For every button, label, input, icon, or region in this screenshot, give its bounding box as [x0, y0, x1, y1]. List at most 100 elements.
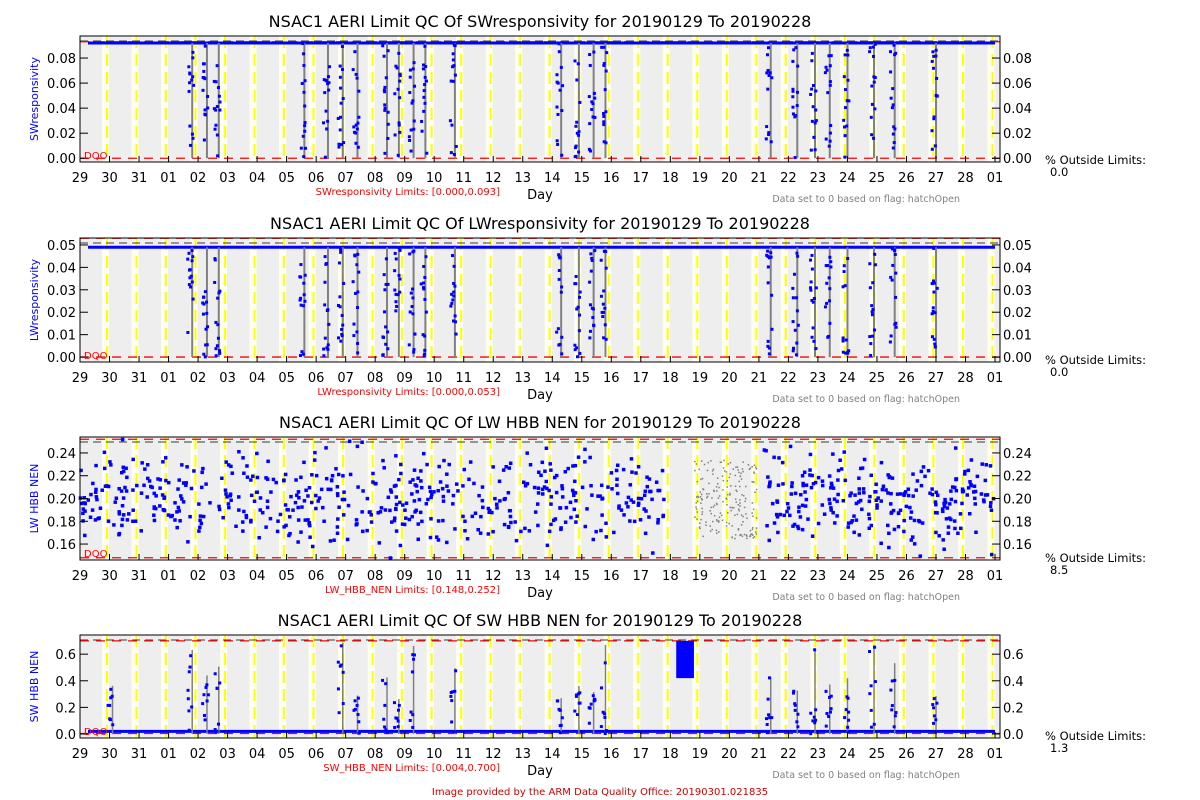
x-tick-label: 31: [131, 569, 148, 584]
night-band: [810, 238, 818, 362]
data-point: [575, 355, 579, 359]
flagged-data: [726, 503, 728, 506]
data-point: [208, 501, 212, 505]
data-point: [812, 715, 816, 719]
data-point: [859, 466, 863, 471]
flagged-data: [694, 516, 696, 518]
flagged-data: [698, 526, 701, 528]
data-point: [578, 313, 582, 317]
data-point: [769, 255, 773, 259]
flagged-data: [722, 467, 725, 469]
data-point: [265, 499, 270, 503]
data-point: [869, 684, 873, 688]
x-tick-label: 20: [721, 569, 738, 584]
x-tick-label: 18: [662, 171, 679, 186]
data-point: [556, 142, 560, 146]
data-point: [360, 440, 364, 445]
data-point: [781, 482, 785, 486]
flagged-data: [752, 508, 755, 511]
data-point: [213, 257, 217, 261]
data-point: [871, 281, 875, 285]
data-point: [121, 513, 126, 517]
data-point: [601, 315, 605, 319]
data-point: [386, 110, 390, 114]
data-point: [768, 716, 772, 720]
data-point: [260, 510, 265, 515]
data-point: [573, 282, 577, 286]
data-point: [557, 253, 561, 257]
data-point: [576, 692, 580, 696]
data-point: [436, 519, 441, 523]
data-point: [216, 336, 220, 340]
data-point: [890, 708, 894, 712]
data-point: [879, 460, 884, 465]
data-point: [323, 336, 327, 340]
data-point: [461, 484, 465, 488]
y-tick-label-right: 0.20: [1003, 493, 1032, 508]
data-point: [854, 518, 859, 522]
data-point: [188, 514, 192, 519]
data-point: [560, 109, 564, 113]
data-point: [124, 466, 128, 471]
data-point: [355, 127, 359, 131]
data-point: [423, 348, 427, 352]
data-point: [590, 258, 594, 262]
data-point: [868, 46, 872, 50]
data-point: [192, 469, 196, 473]
data-point: [766, 87, 770, 91]
x-tick-label: 11: [455, 747, 472, 762]
flagged-data: [753, 464, 756, 467]
data-point: [296, 540, 300, 544]
data-point: [420, 129, 424, 133]
data-point: [789, 492, 794, 496]
flagged-data: [741, 468, 744, 470]
data-point: [934, 718, 938, 722]
data-point: [765, 125, 769, 129]
x-tick-label: 23: [810, 569, 827, 584]
night-band: [456, 437, 464, 560]
data-point: [909, 538, 914, 542]
data-point: [794, 46, 798, 50]
data-point: [201, 702, 205, 706]
data-point: [829, 123, 833, 127]
data-point: [829, 486, 833, 490]
flagged-data: [696, 480, 699, 483]
data-point: [422, 63, 426, 67]
data-point: [604, 729, 608, 733]
data-point: [468, 460, 473, 464]
data-point: [488, 508, 492, 513]
data-point: [811, 83, 815, 87]
data-point: [791, 286, 795, 290]
data-point: [893, 248, 897, 252]
flagged-data: [712, 520, 714, 523]
data-point: [441, 499, 446, 503]
data-point: [323, 303, 327, 307]
data-point: [206, 95, 210, 99]
data-point: [354, 291, 358, 295]
data-point: [188, 276, 192, 280]
night-band: [308, 437, 316, 560]
data-point: [449, 691, 453, 695]
data-point: [950, 485, 955, 489]
flagged-data: [708, 482, 710, 485]
data-point: [383, 103, 387, 107]
night-band: [692, 36, 700, 162]
data-point: [504, 465, 508, 469]
y-tick-label: 0.08: [47, 52, 76, 67]
data-point: [319, 487, 324, 492]
data-point: [340, 327, 344, 331]
night-band: [102, 238, 109, 362]
data-point: [186, 257, 190, 261]
data-point: [202, 76, 206, 80]
data-point: [577, 150, 581, 154]
x-tick-label: 03: [219, 171, 236, 186]
data-point: [338, 295, 342, 299]
x-tick-label: 01: [160, 569, 177, 584]
data-point: [542, 485, 547, 489]
data-point: [399, 471, 403, 476]
data-point: [532, 485, 537, 490]
data-point: [571, 490, 576, 495]
outside-limits-value: 8.5: [1050, 563, 1068, 577]
y-tick-label: 0.03: [47, 284, 76, 299]
night-band: [662, 635, 670, 738]
